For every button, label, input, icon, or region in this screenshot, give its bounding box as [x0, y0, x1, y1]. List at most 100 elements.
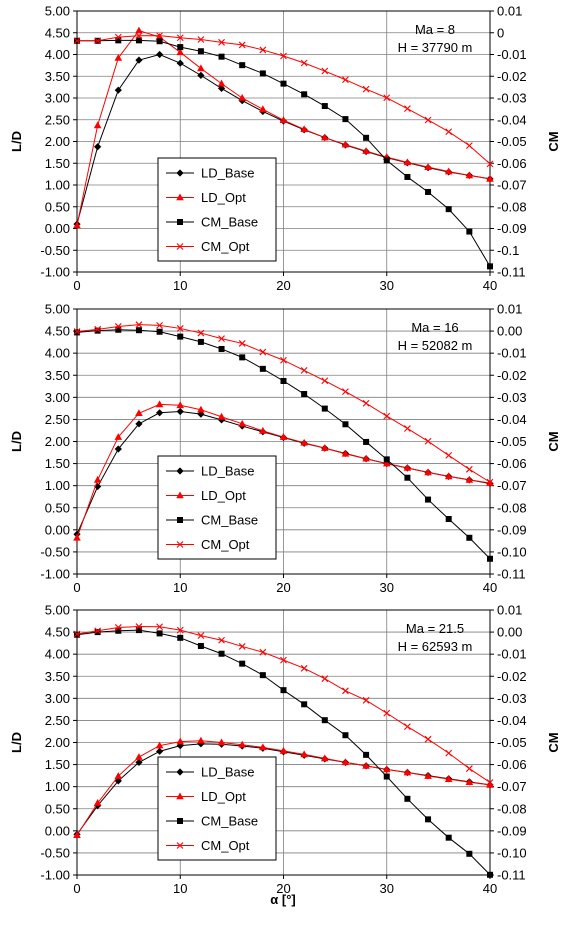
data-point	[487, 871, 493, 878]
y2-tick-label: 0	[497, 25, 504, 40]
data-point	[135, 409, 143, 417]
x-axis-label: α [°]	[270, 892, 295, 907]
legend-label: LD_Base	[201, 765, 254, 780]
annotation-altitude: H = 52082 m	[398, 338, 473, 353]
data-point	[404, 723, 411, 730]
legend: LD_Base LD_Opt CM_Base CM_Opt	[157, 157, 277, 262]
y-tick-label: -1.00	[40, 868, 70, 883]
data-point	[197, 329, 205, 337]
data-point	[114, 86, 122, 94]
data-point	[424, 163, 432, 170]
data-point	[177, 333, 184, 340]
data-point	[114, 772, 123, 779]
x-tick-label: 40	[483, 881, 497, 896]
data-point	[444, 775, 453, 782]
legend-marker	[177, 219, 183, 225]
y-tick-label: 5.00	[45, 603, 70, 618]
data-point	[362, 696, 370, 704]
data-point	[239, 660, 246, 667]
data-point	[135, 327, 142, 334]
x-tick-label: 0	[73, 580, 80, 595]
data-point	[445, 749, 453, 757]
data-point	[197, 410, 205, 418]
data-point	[383, 94, 391, 102]
data-point	[197, 642, 204, 649]
data-point	[114, 33, 122, 41]
x-tick-label: 10	[173, 278, 187, 293]
y-tick-label: 2.00	[45, 134, 70, 149]
legend-entry: CM_Base	[166, 814, 258, 829]
y-tick-label: 4.00	[45, 647, 70, 662]
data-point	[342, 732, 349, 739]
data-point	[362, 399, 370, 407]
data-point	[321, 133, 329, 141]
data-point	[321, 67, 329, 75]
data-point	[156, 321, 163, 329]
data-point	[238, 740, 246, 748]
y2-tick-label: -0.09	[497, 221, 527, 236]
data-point	[466, 228, 473, 235]
data-point	[486, 478, 494, 486]
data-point	[444, 167, 453, 175]
y2-tick-label: -0.02	[497, 69, 527, 84]
data-point	[342, 116, 349, 123]
data-point	[73, 221, 81, 229]
data-point	[363, 751, 370, 758]
legend-entry: CM_Base	[166, 513, 258, 528]
data-point	[156, 38, 163, 45]
y2-tick-label: 0.01	[497, 603, 522, 618]
data-point	[176, 325, 184, 332]
series-CM_Opt	[73, 32, 494, 168]
y-tick-label: 1.50	[45, 757, 70, 772]
y2-tick-label: -0.04	[497, 112, 527, 127]
y2-tick-label: -0.01	[497, 647, 527, 662]
data-point	[197, 64, 205, 72]
data-point	[239, 62, 246, 69]
data-point	[301, 701, 308, 708]
data-point	[115, 627, 122, 634]
data-point	[94, 327, 101, 334]
y2-tick-label: -0.10	[497, 845, 527, 860]
data-point	[362, 761, 370, 769]
legend-marker	[176, 243, 184, 250]
y-tick-label: -0.50	[40, 544, 70, 559]
data-point	[363, 438, 370, 445]
legend-label: CM_Base	[201, 814, 258, 829]
data-point	[486, 174, 494, 182]
x-tick-label: 30	[380, 580, 394, 595]
y-axis-label: L/D	[9, 131, 24, 152]
data-point	[321, 717, 328, 724]
data-point	[341, 758, 350, 766]
legend: LD_Base LD_Opt CM_Base CM_Opt	[157, 756, 277, 861]
y2-tick-label: -0.08	[497, 199, 527, 214]
legend-entry: LD_Base	[166, 166, 254, 181]
y2-tick-label: -0.09	[497, 823, 527, 838]
y2-tick-label: 0.01	[497, 302, 522, 317]
data-point	[465, 778, 474, 786]
data-point	[321, 405, 328, 412]
y-tick-label: 3.00	[45, 691, 70, 706]
y2-tick-label: -0.11	[497, 265, 526, 280]
y2-tick-label: -0.02	[497, 368, 527, 383]
data-point	[424, 437, 432, 445]
legend-label: CM_Opt	[201, 537, 250, 552]
data-point	[382, 459, 391, 467]
data-point	[445, 452, 453, 459]
y-tick-label: 0.00	[45, 522, 70, 537]
y-tick-label: 3.00	[45, 91, 70, 106]
y-axis-label: L/D	[9, 732, 24, 753]
data-point	[341, 140, 350, 148]
y2-tick-label: -0.07	[497, 178, 527, 193]
data-point	[156, 409, 164, 417]
x-tick-label: 40	[483, 580, 497, 595]
data-point	[280, 80, 287, 87]
y2-tick-label: -0.03	[497, 691, 527, 706]
data-point	[176, 737, 185, 745]
x-tick-label: 0	[73, 278, 80, 293]
y-tick-label: 3.50	[45, 368, 70, 383]
y-tick-label: 2.50	[45, 713, 70, 728]
data-point	[176, 407, 184, 416]
data-point	[217, 84, 226, 93]
y2-tick-label: -0.09	[497, 522, 527, 537]
